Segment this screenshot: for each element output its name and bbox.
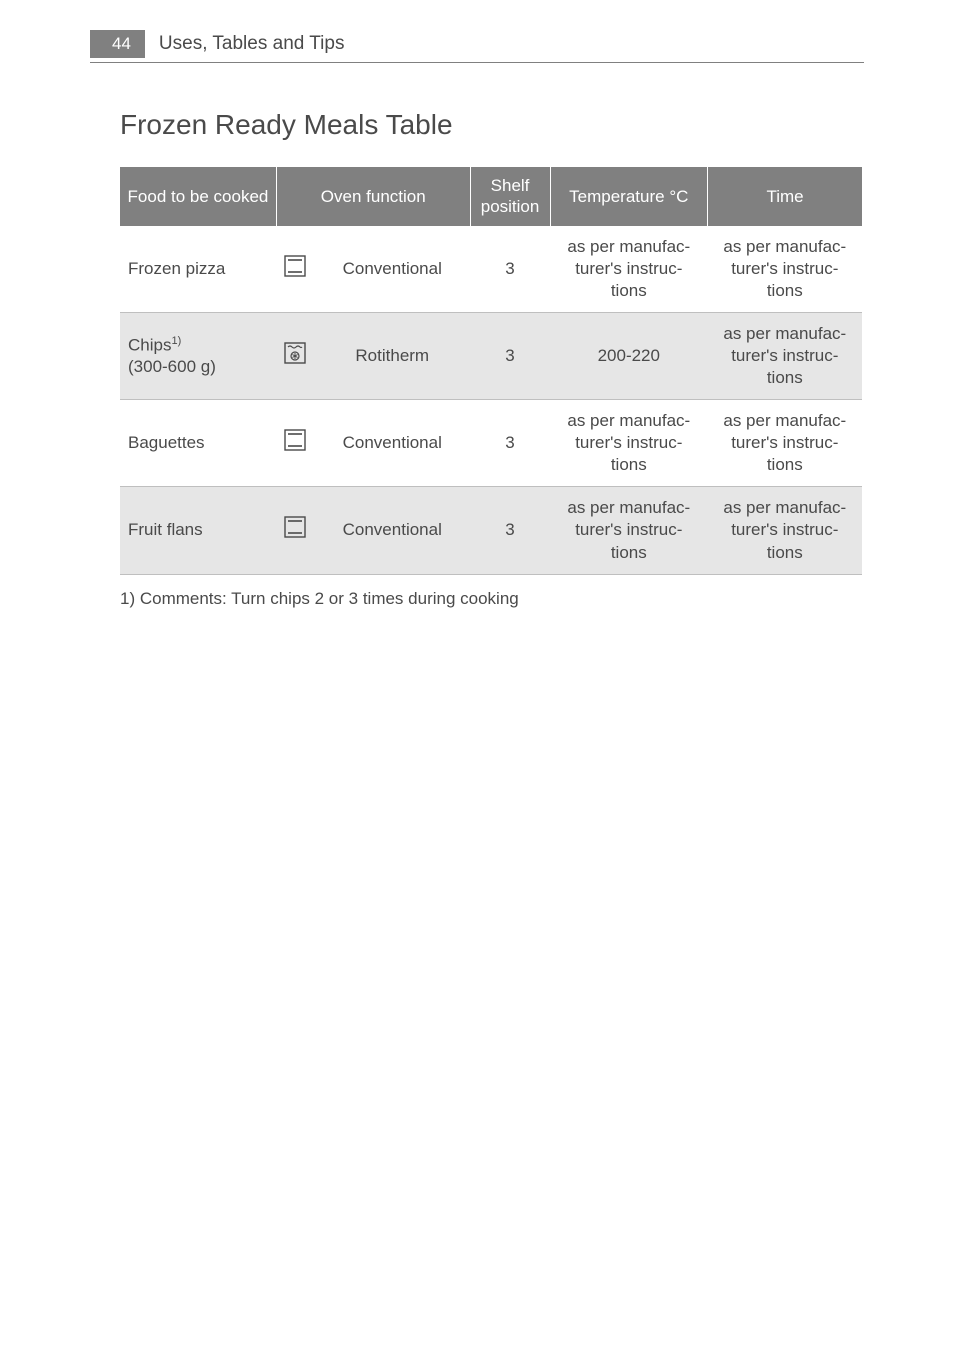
col-header-food: Food to be cooked	[120, 167, 276, 226]
cell-temperature: 200-220	[550, 312, 708, 399]
cell-oven-icon	[276, 400, 314, 487]
cell-oven-function: Conventional	[314, 487, 470, 574]
col-header-time: Time	[708, 167, 862, 226]
cell-food: Frozen pizza	[120, 226, 276, 313]
frozen-meals-table: Food to be cooked Oven function Shelf po…	[120, 167, 862, 575]
cell-time: as per manufac-turer's instruc-tions	[708, 312, 862, 399]
cell-food: Chips1)(300-600 g)	[120, 312, 276, 399]
cell-oven-function: Rotitherm	[314, 312, 470, 399]
cell-oven-icon	[276, 226, 314, 313]
cell-oven-function: Conventional	[314, 226, 470, 313]
page-number: 44	[112, 34, 131, 53]
cell-temperature: as per manufac-turer's instruc-tions	[550, 487, 708, 574]
cell-shelf-position: 3	[470, 312, 550, 399]
col-header-oven-function: Oven function	[276, 167, 470, 226]
cell-food: Baguettes	[120, 400, 276, 487]
col-header-temperature: Temperature °C	[550, 167, 708, 226]
cell-shelf-position: 3	[470, 487, 550, 574]
table-row: Fruit flansConventional3as per manufac-t…	[120, 487, 862, 574]
col-header-shelf: Shelf position	[470, 167, 550, 226]
rotitherm-icon	[284, 342, 306, 364]
cell-time: as per manufac-turer's instruc-tions	[708, 400, 862, 487]
table-header-row: Food to be cooked Oven function Shelf po…	[120, 167, 862, 226]
cell-oven-icon	[276, 487, 314, 574]
conventional-oven-icon	[284, 255, 306, 277]
table-row: Chips1)(300-600 g) Rotitherm3200-220as pe…	[120, 312, 862, 399]
table-row: Frozen pizzaConventional3as per manufac-…	[120, 226, 862, 313]
cell-oven-function: Conventional	[314, 400, 470, 487]
conventional-oven-icon	[284, 429, 306, 451]
cell-shelf-position: 3	[470, 226, 550, 313]
table-row: BaguettesConventional3as per manufac-tur…	[120, 400, 862, 487]
cell-shelf-position: 3	[470, 400, 550, 487]
page-number-box: 44	[90, 30, 145, 58]
conventional-oven-icon	[284, 516, 306, 538]
footnote: 1) Comments: Turn chips 2 or 3 times dur…	[120, 589, 864, 609]
cell-oven-icon	[276, 312, 314, 399]
cell-time: as per manufac-turer's instruc-tions	[708, 226, 862, 313]
cell-food: Fruit flans	[120, 487, 276, 574]
cell-time: as per manufac-turer's instruc-tions	[708, 487, 862, 574]
section-name: Uses, Tables and Tips	[159, 33, 345, 55]
page: 44 Uses, Tables and Tips Frozen Ready Me…	[0, 0, 954, 639]
cell-temperature: as per manufac-turer's instruc-tions	[550, 400, 708, 487]
page-title: Frozen Ready Meals Table	[120, 109, 864, 141]
cell-temperature: as per manufac-turer's instruc-tions	[550, 226, 708, 313]
page-header: 44 Uses, Tables and Tips	[90, 30, 864, 63]
